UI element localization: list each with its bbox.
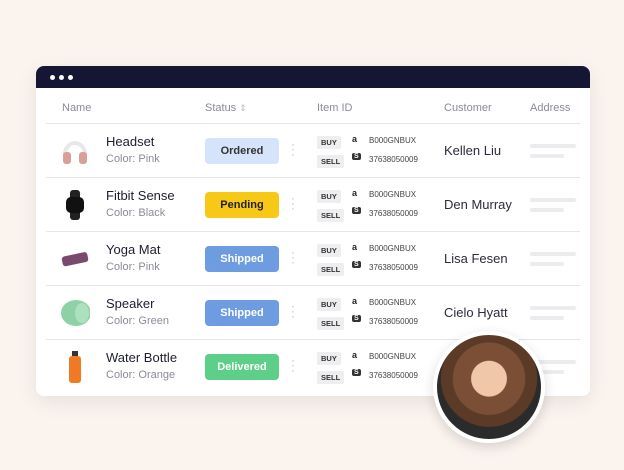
divider (46, 123, 580, 124)
amazon-icon: a (352, 296, 358, 306)
window-titlebar (36, 66, 590, 88)
customer-name: Den Murray (444, 197, 512, 212)
buy-id: B000GNBUX (369, 190, 417, 199)
headset-product-image (60, 136, 90, 166)
product-name: Water Bottle (106, 350, 178, 365)
product-color: Color: Pink (106, 153, 160, 165)
shopify-icon: S (352, 369, 361, 376)
address-placeholder (530, 262, 564, 266)
yoga-mat-product-image (60, 244, 90, 274)
address-placeholder (530, 154, 564, 158)
divider (46, 177, 580, 178)
column-header-address: Address (530, 102, 571, 114)
sell-tag: SELL (317, 209, 345, 222)
product-name: Fitbit Sense (106, 188, 175, 203)
sell-id: 37638050009 (369, 209, 418, 218)
status-badge[interactable]: Shipped (205, 246, 279, 272)
address-placeholder (530, 306, 576, 310)
address-placeholder (530, 198, 576, 202)
status-badge[interactable]: Shipped (205, 300, 279, 326)
window-dot (59, 74, 64, 80)
table-row[interactable]: Water Bottle Color: Orange Delivered · · ·… (36, 340, 590, 394)
more-options-icon[interactable]: · · · (291, 245, 295, 269)
shopify-icon: S (352, 261, 361, 268)
customer-avatar-photo (433, 331, 545, 443)
bottle-product-image (60, 351, 90, 383)
product-color: Color: Orange (106, 369, 176, 381)
more-options-icon[interactable]: · · · (291, 299, 295, 323)
divider (46, 231, 580, 232)
orders-window: Name Status ⇕ Item ID Customer Address H… (36, 66, 590, 396)
customer-name: Kellen Liu (444, 143, 502, 158)
sell-tag: SELL (317, 371, 345, 384)
buy-id: B000GNBUX (369, 244, 417, 253)
address-placeholder (530, 208, 564, 212)
status-label: Status (205, 102, 237, 114)
buy-tag: BUY (317, 136, 341, 149)
address-placeholder (530, 360, 576, 364)
product-name: Yoga Mat (106, 242, 161, 257)
buy-tag: BUY (317, 244, 341, 257)
customer-name: Lisa Fesen (444, 251, 508, 266)
column-header-status[interactable]: Status ⇕ (205, 102, 247, 114)
table-row[interactable]: Speaker Color: Green Shipped · · · BUY a B… (36, 286, 590, 340)
address-placeholder (530, 370, 564, 374)
sell-id: 37638050009 (369, 263, 418, 272)
buy-tag: BUY (317, 298, 341, 311)
sell-tag: SELL (317, 155, 345, 168)
more-options-icon[interactable]: · · · (291, 353, 295, 377)
sell-id: 37638050009 (369, 317, 418, 326)
speaker-product-image (60, 298, 90, 328)
amazon-icon: a (352, 242, 358, 252)
status-badge[interactable]: Pending (205, 192, 279, 218)
product-color: Color: Black (106, 207, 166, 219)
buy-id: B000GNBUX (369, 136, 417, 145)
shopify-icon: S (352, 315, 361, 322)
table-row[interactable]: Headset Color: Pink Ordered · · · BUY a B0… (36, 124, 590, 178)
watch-product-image (60, 190, 90, 220)
column-header-item-id: Item ID (317, 102, 353, 114)
table-row[interactable]: Yoga Mat Color: Pink Shipped · · · BUY a B… (36, 232, 590, 286)
window-dot (50, 74, 55, 80)
sell-tag: SELL (317, 317, 345, 330)
shopify-icon: S (352, 153, 361, 160)
more-options-icon[interactable]: · · · (291, 137, 295, 161)
table-row[interactable]: Fitbit Sense Color: Black Pending · · · BU… (36, 178, 590, 232)
amazon-icon: a (352, 350, 358, 360)
divider (46, 285, 580, 286)
amazon-icon: a (352, 188, 358, 198)
more-options-icon[interactable]: · · · (291, 191, 295, 215)
shopify-icon: S (352, 207, 361, 214)
sell-tag: SELL (317, 263, 345, 276)
divider (46, 339, 580, 340)
buy-id: B000GNBUX (369, 298, 417, 307)
amazon-icon: a (352, 134, 358, 144)
status-badge[interactable]: Ordered (205, 138, 279, 164)
sort-icon[interactable]: ⇕ (239, 103, 247, 113)
product-color: Color: Green (106, 315, 169, 327)
product-color: Color: Pink (106, 261, 160, 273)
sell-id: 37638050009 (369, 155, 418, 164)
sell-id: 37638050009 (369, 371, 418, 380)
customer-name: Cielo Hyatt (444, 305, 508, 320)
address-placeholder (530, 316, 564, 320)
product-name: Headset (106, 134, 155, 149)
column-header-name: Name (62, 102, 92, 114)
buy-id: B000GNBUX (369, 352, 417, 361)
buy-tag: BUY (317, 190, 341, 203)
column-header-customer: Customer (444, 102, 492, 114)
address-placeholder (530, 144, 576, 148)
address-placeholder (530, 252, 576, 256)
status-badge[interactable]: Delivered (205, 354, 279, 380)
product-name: Speaker (106, 296, 155, 311)
window-dot (68, 74, 73, 80)
buy-tag: BUY (317, 352, 341, 365)
